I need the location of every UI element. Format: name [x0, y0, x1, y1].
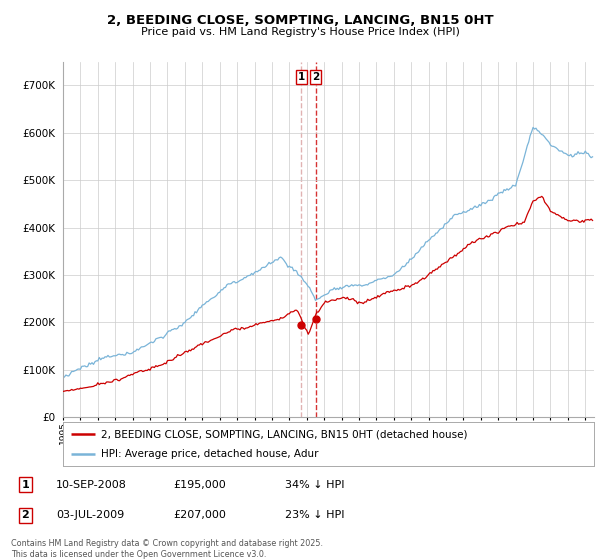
Text: 34% ↓ HPI: 34% ↓ HPI	[286, 479, 345, 489]
Text: 2: 2	[312, 72, 319, 82]
Text: HPI: Average price, detached house, Adur: HPI: Average price, detached house, Adur	[101, 449, 319, 459]
Text: Price paid vs. HM Land Registry's House Price Index (HPI): Price paid vs. HM Land Registry's House …	[140, 27, 460, 37]
Text: £195,000: £195,000	[173, 479, 226, 489]
Text: 1: 1	[22, 479, 29, 489]
Text: 10-SEP-2008: 10-SEP-2008	[56, 479, 127, 489]
Text: 23% ↓ HPI: 23% ↓ HPI	[286, 510, 345, 520]
Text: 2: 2	[22, 510, 29, 520]
Text: 2, BEEDING CLOSE, SOMPTING, LANCING, BN15 0HT (detached house): 2, BEEDING CLOSE, SOMPTING, LANCING, BN1…	[101, 429, 468, 439]
Text: Contains HM Land Registry data © Crown copyright and database right 2025.
This d: Contains HM Land Registry data © Crown c…	[11, 539, 323, 559]
Text: 2, BEEDING CLOSE, SOMPTING, LANCING, BN15 0HT: 2, BEEDING CLOSE, SOMPTING, LANCING, BN1…	[107, 14, 493, 27]
Text: £207,000: £207,000	[173, 510, 226, 520]
Text: 1: 1	[298, 72, 305, 82]
Text: 03-JUL-2009: 03-JUL-2009	[56, 510, 124, 520]
